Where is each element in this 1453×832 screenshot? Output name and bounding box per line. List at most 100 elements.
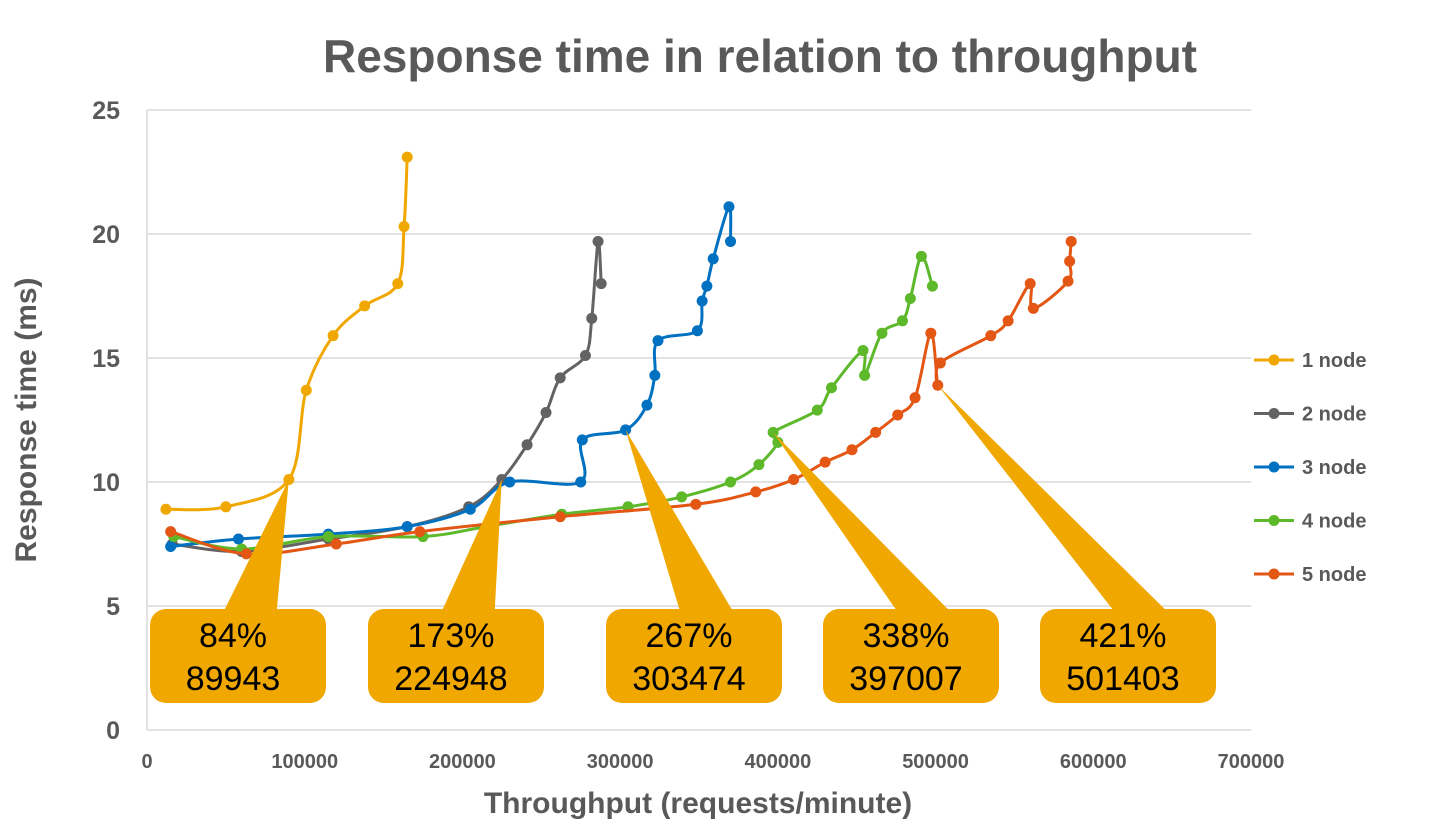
legend-item: 1 node — [1254, 350, 1366, 372]
legend-label: 4 node — [1302, 511, 1366, 533]
callout-pointer — [223, 479, 289, 611]
callout-throughput: 89943 — [186, 660, 281, 698]
data-point — [401, 521, 413, 533]
callout-box — [823, 609, 999, 703]
callout-throughput: 224948 — [394, 660, 507, 698]
legend-marker — [1268, 461, 1280, 473]
y-tick-label: 10 — [92, 469, 120, 497]
legend-item: 3 node — [1254, 457, 1366, 479]
legend-marker — [1268, 515, 1280, 526]
data-point — [521, 439, 533, 451]
callout-percent: 338% — [863, 617, 950, 655]
y-tick-label: 25 — [92, 97, 120, 125]
gridlines — [146, 109, 1251, 731]
data-point — [925, 327, 937, 339]
legend-item: 5 node — [1254, 564, 1366, 586]
data-point — [554, 511, 566, 523]
legend-marker — [1268, 568, 1280, 580]
data-point — [401, 151, 413, 163]
legend-marker — [1268, 354, 1280, 366]
callout: 421% 501403 — [937, 385, 1216, 703]
data-point — [240, 548, 252, 560]
chart-title: Response time in relation to throughput — [323, 30, 1197, 82]
data-point — [504, 476, 516, 488]
callout-pointer — [625, 429, 733, 611]
data-point — [1027, 302, 1039, 314]
callout-pointer — [441, 479, 502, 611]
data-point — [934, 357, 946, 369]
data-point — [232, 533, 244, 545]
data-point — [392, 278, 404, 290]
x-tick-label: 0 — [141, 751, 152, 773]
data-point — [464, 503, 476, 515]
data-point — [1024, 278, 1036, 290]
data-point — [701, 280, 713, 292]
series-line — [173, 254, 934, 551]
callout-box — [1040, 609, 1216, 703]
data-point — [327, 330, 339, 342]
callout-pointer — [937, 385, 1167, 611]
legend-label: 2 node — [1302, 404, 1366, 426]
series-1 — [160, 151, 413, 515]
x-tick-label: 600000 — [1060, 751, 1127, 773]
data-point — [811, 404, 823, 416]
callout-percent: 84% — [199, 617, 267, 655]
series-line — [165, 157, 409, 512]
data-point — [696, 295, 708, 307]
data-point — [876, 327, 888, 339]
data-point — [857, 345, 869, 357]
data-point — [690, 498, 702, 510]
x-axis-ticks: 0 100000 200000 300000 400000 500000 600000 700… — [141, 751, 1284, 773]
data-point — [772, 436, 784, 448]
callout-throughput: 303474 — [632, 660, 745, 698]
data-point — [892, 409, 904, 421]
data-point — [985, 330, 997, 342]
data-point — [579, 350, 591, 362]
callout-box — [150, 609, 326, 703]
x-tick-label: 100000 — [271, 751, 338, 773]
data-point — [846, 444, 858, 456]
data-point — [926, 280, 938, 292]
data-point — [576, 434, 588, 446]
y-axis-label: Response time (ms) — [10, 277, 43, 562]
data-point — [859, 369, 871, 381]
data-point — [592, 235, 604, 247]
callout-throughput: 501403 — [1066, 660, 1179, 698]
legend-marker — [1268, 408, 1280, 419]
data-point — [915, 250, 927, 262]
data-point — [414, 526, 426, 538]
legend-item: 2 node — [1254, 404, 1366, 426]
callout: 84% 89943 — [150, 479, 326, 703]
callout-box — [606, 609, 782, 703]
x-tick-label: 200000 — [429, 751, 496, 773]
y-axis-ticks: 0 5 10 15 20 25 — [92, 97, 120, 745]
y-tick-label: 0 — [106, 717, 120, 745]
y-tick-label: 15 — [92, 345, 120, 373]
data-point — [1064, 255, 1076, 267]
callout-box — [368, 609, 544, 703]
data-point — [1065, 235, 1077, 247]
data-point — [160, 503, 172, 515]
callout-percent: 173% — [408, 617, 495, 655]
x-tick-label: 700000 — [1218, 751, 1285, 773]
data-point — [641, 399, 653, 411]
data-point — [723, 201, 735, 213]
callout-layer: 84%89943173%224948267%303474338%39700742… — [150, 385, 1216, 703]
series-layer — [160, 151, 1077, 560]
data-point — [649, 369, 661, 381]
data-point — [595, 278, 607, 290]
data-point — [540, 407, 552, 419]
data-point — [398, 221, 410, 233]
x-tick-label: 500000 — [902, 751, 969, 773]
callout-throughput: 397007 — [849, 660, 962, 698]
data-point — [652, 335, 664, 347]
x-axis-label: Throughput (requests/minute) — [484, 787, 912, 820]
data-point — [725, 235, 737, 247]
data-point — [904, 292, 916, 304]
data-point — [870, 426, 882, 438]
data-point — [725, 476, 737, 488]
data-point — [753, 459, 765, 471]
data-point — [1062, 275, 1074, 287]
legend-item: 4 node — [1254, 511, 1366, 533]
